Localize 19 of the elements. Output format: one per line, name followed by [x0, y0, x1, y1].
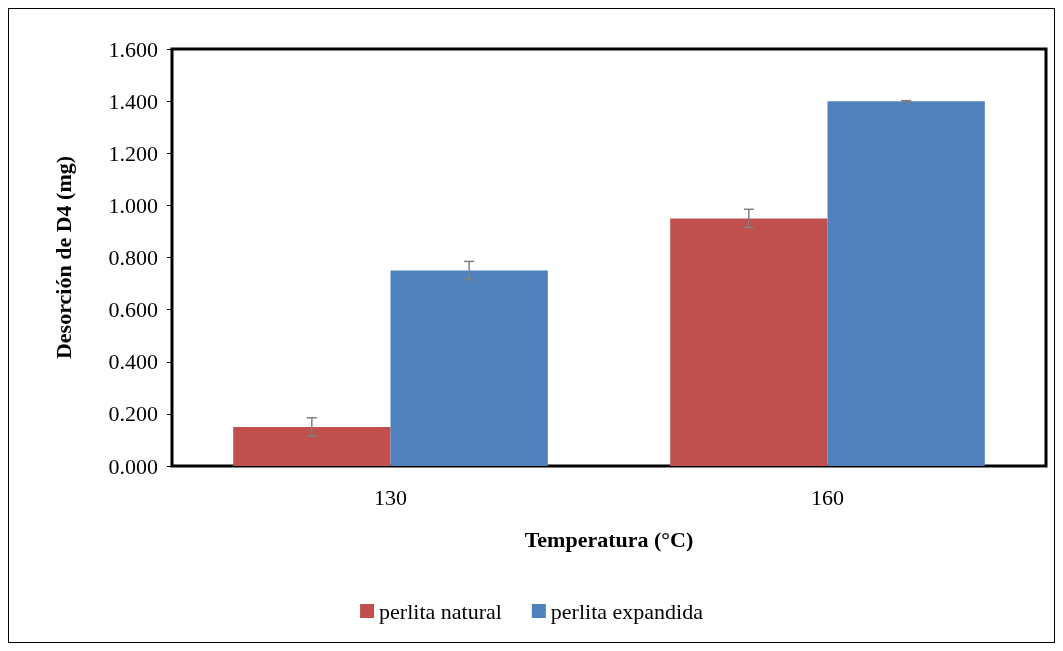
y-tick-label: 0.200 — [108, 401, 158, 427]
bar — [233, 426, 391, 466]
y-tick-label: 0.600 — [108, 297, 158, 323]
bar — [827, 101, 985, 466]
y-tick-label: 0.800 — [108, 245, 158, 270]
x-tick-label: 130 — [374, 484, 407, 510]
y-tick-label: 1.000 — [108, 192, 158, 218]
x-tick-label: 160 — [811, 484, 844, 510]
y-tick-label: 0.000 — [108, 453, 158, 479]
y-axis-title: Desorción de D4 (mg) — [50, 155, 76, 360]
x-axis-title: Temperatura (°C) — [524, 526, 694, 552]
legend-label: perlita expandida — [550, 598, 704, 624]
y-tick-label: 1.200 — [108, 140, 158, 166]
y-tick-label: 1.400 — [108, 88, 158, 114]
legend-label: perlita natural — [379, 598, 502, 624]
bar — [670, 218, 828, 466]
y-tick-label: 0.400 — [108, 349, 158, 375]
y-tick-label: 1.600 — [108, 36, 158, 62]
bar — [390, 270, 548, 466]
